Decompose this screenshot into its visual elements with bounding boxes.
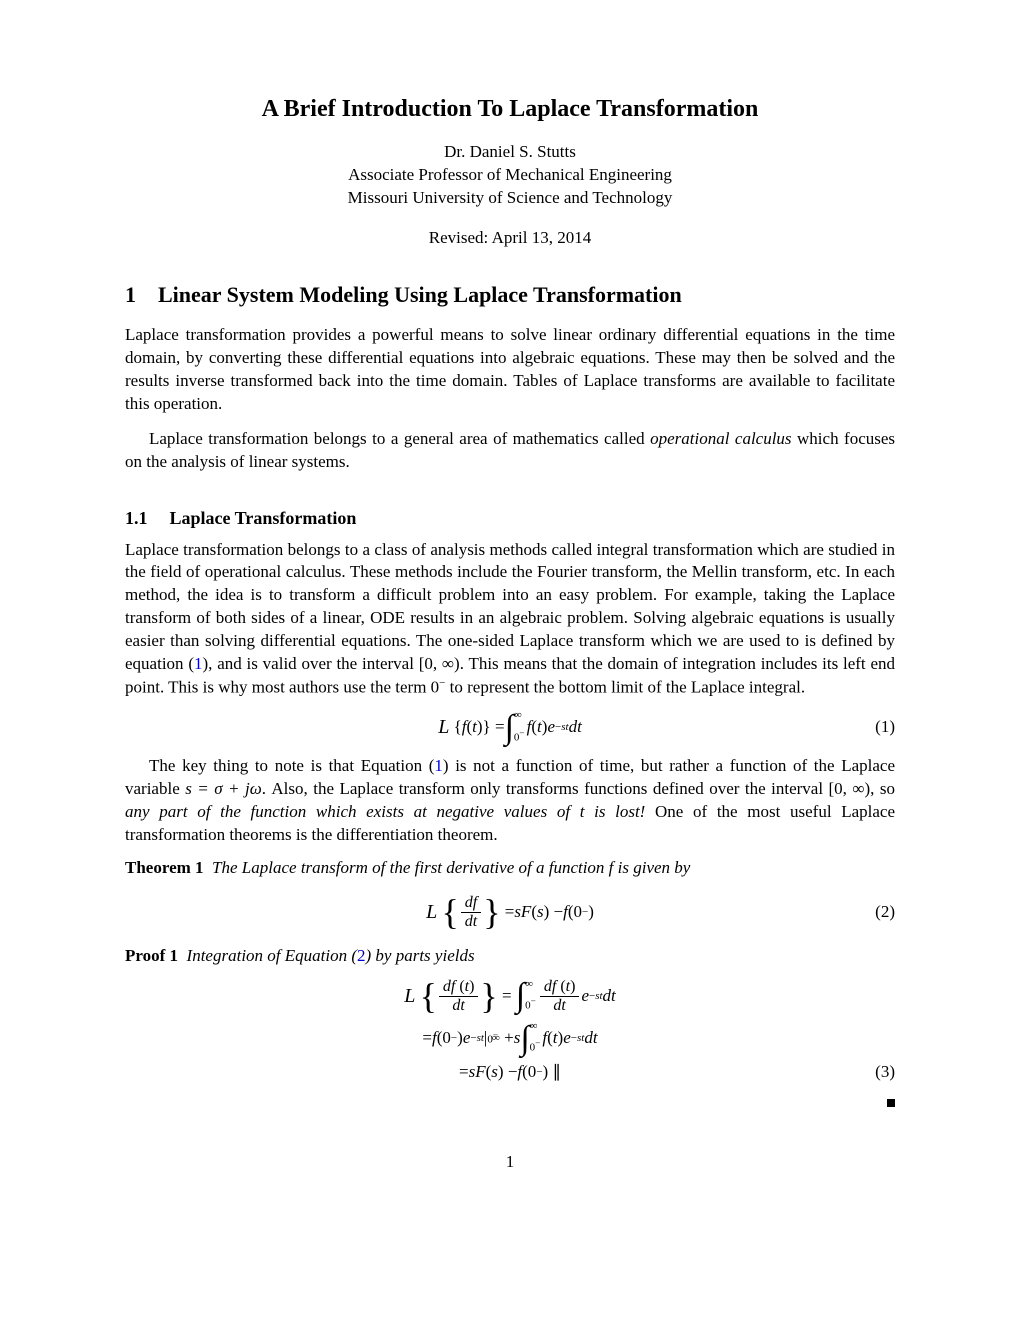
equation-3-stack: L {df (t)dt} = ∫∞0− df (t)dt e−stdt = f …: [404, 978, 616, 1082]
subsection-1-1-para-2: The key thing to note is that Equation (…: [125, 755, 895, 847]
equation-3-number: (3): [875, 1062, 895, 1082]
author-position: Associate Professor of Mechanical Engine…: [125, 164, 895, 187]
subsection-1-1-para-2c: . Also, the Laplace transform only trans…: [262, 779, 895, 798]
equation-3-line-2: = f (0−) e−st |0−∞ + s ∫∞0− f (t)e−stdt: [422, 1025, 597, 1052]
ref-link-eq1[interactable]: 1: [194, 654, 203, 673]
section-1-para-1: Laplace transformation provides a powerf…: [125, 324, 895, 416]
proof-1-label: Proof 1: [125, 946, 178, 965]
section-1-para-2-em: operational calculus: [650, 429, 791, 448]
section-1-number: 1: [125, 282, 136, 308]
author-block: Dr. Daniel S. Stutts Associate Professor…: [125, 141, 895, 210]
equation-2: L {dfdt} = sF(s) − f(0−) (2): [125, 894, 895, 931]
ref-link-eq1-b[interactable]: 1: [434, 756, 443, 775]
page-container: A Brief Introduction To Laplace Transfor…: [0, 0, 1020, 1232]
qed-icon: [887, 1099, 895, 1107]
page-number: 1: [125, 1152, 895, 1172]
qed-marker: [125, 1096, 895, 1112]
ref-link-eq2[interactable]: 2: [357, 946, 366, 965]
equation-2-content: L {dfdt} = sF(s) − f(0−): [426, 894, 594, 931]
author-institution: Missouri University of Science and Techn…: [125, 187, 895, 210]
document-title: A Brief Introduction To Laplace Transfor…: [125, 96, 895, 123]
subsection-1-1-para-2-em: any part of the function which exists at…: [125, 802, 645, 821]
laplace-variable: s = σ + jω: [185, 779, 262, 798]
section-1-heading: 1 Linear System Modeling Using Laplace Tr…: [125, 282, 895, 308]
theorem-1-text: The Laplace transform of the first deriv…: [212, 858, 690, 877]
subsection-1-1-para-2a: The key thing to note is that Equation (: [149, 756, 434, 775]
subsection-1-1-para-1c: to represent the bottom limit of the Lap…: [445, 678, 805, 697]
theorem-1: Theorem 1 The Laplace transform of the f…: [125, 857, 895, 880]
subsection-1-1-para-1: Laplace transformation belongs to a clas…: [125, 539, 895, 700]
equation-1-number: (1): [875, 717, 895, 737]
theorem-1-label: Theorem 1: [125, 858, 204, 877]
author-name: Dr. Daniel S. Stutts: [125, 141, 895, 164]
equation-3: L {df (t)dt} = ∫∞0− df (t)dt e−stdt = f …: [125, 978, 895, 1082]
subsection-1-1-number: 1.1: [125, 508, 148, 529]
proof-1: Proof 1 Integration of Equation (2) by p…: [125, 945, 895, 968]
equation-3-line-3: = sF (s) − f (0−) ∥: [459, 1062, 561, 1082]
equation-1: L {f(t)} = ∫∞0− f(t)e−stdt (1): [125, 714, 895, 741]
subsection-1-1-heading: 1.1 Laplace Transformation: [125, 508, 895, 529]
equation-2-number: (2): [875, 902, 895, 922]
revised-date: Revised: April 13, 2014: [125, 228, 895, 248]
section-1-para-2: Laplace transformation belongs to a gene…: [125, 428, 895, 474]
proof-1-text-a: Integration of Equation (: [187, 946, 357, 965]
proof-1-text-b: ) by parts yields: [366, 946, 475, 965]
subsection-1-1-title: Laplace Transformation: [170, 508, 357, 528]
section-1-title: Linear System Modeling Using Laplace Tra…: [158, 282, 682, 307]
equation-1-content: L {f(t)} = ∫∞0− f(t)e−stdt: [438, 714, 582, 741]
equation-3-line-1: L {df (t)dt} = ∫∞0− df (t)dt e−stdt: [404, 978, 616, 1015]
section-1-para-2a: Laplace transformation belongs to a gene…: [149, 429, 650, 448]
